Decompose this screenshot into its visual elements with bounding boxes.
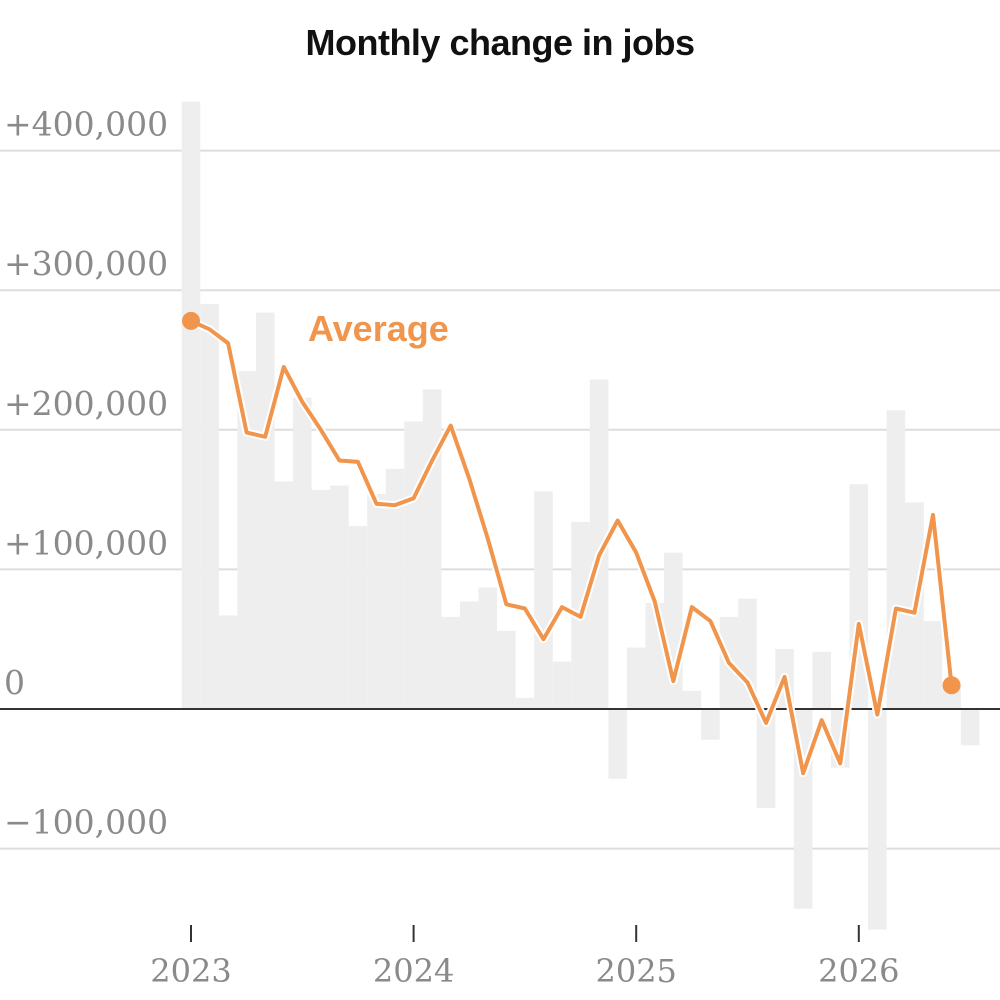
bar (311, 489, 331, 709)
bar (441, 616, 460, 709)
bar-series (181, 101, 980, 930)
bar (923, 621, 943, 709)
bar (459, 601, 479, 709)
chart-title: Monthly change in jobs (305, 22, 695, 63)
bar (330, 485, 349, 709)
y-tick-label: +300,000 (4, 244, 168, 283)
bar (960, 709, 980, 746)
x-tick-label: 2025 (595, 952, 676, 990)
y-tick-label: +100,000 (4, 523, 168, 562)
bar (552, 661, 572, 709)
bar (367, 494, 386, 709)
bar (497, 630, 516, 709)
bar (200, 304, 219, 709)
bar (515, 697, 535, 709)
x-tick-label: 2026 (818, 952, 899, 990)
bar (626, 647, 646, 709)
bar (218, 615, 238, 709)
bar (348, 526, 368, 709)
average-end-point (942, 676, 961, 695)
y-tick-label: +400,000 (4, 105, 168, 144)
x-tick-label: 2024 (373, 952, 454, 990)
bar (293, 397, 312, 709)
bar (608, 709, 627, 779)
average-line (189, 318, 954, 776)
x-axis-ticks: 2023 2024 2025 2026 (150, 925, 900, 990)
y-axis-ticks: +400,000 +300,000 +200,000 +100,000 0 −100,00… (4, 105, 168, 842)
bar (274, 481, 294, 709)
average-start-point (182, 311, 200, 330)
bar (534, 491, 553, 709)
bar (664, 552, 683, 709)
bar (812, 651, 831, 709)
bar (385, 468, 405, 709)
average-line-series (182, 311, 961, 778)
y-tick-label: 0 (4, 663, 25, 702)
bar (701, 709, 720, 740)
bar (181, 101, 201, 710)
bar (237, 371, 256, 709)
x-tick-label: 2023 (150, 952, 231, 990)
y-tick-label: +200,000 (4, 384, 168, 423)
bar (422, 389, 442, 709)
bar (682, 690, 702, 709)
bar (868, 709, 887, 930)
average-series-label: Average (308, 308, 449, 349)
y-tick-label: −100,000 (4, 803, 168, 842)
series-labels: Average (308, 308, 449, 349)
bar (255, 312, 275, 709)
bar (478, 587, 498, 709)
bar (589, 379, 609, 709)
bar (404, 421, 423, 709)
bar (756, 709, 776, 809)
